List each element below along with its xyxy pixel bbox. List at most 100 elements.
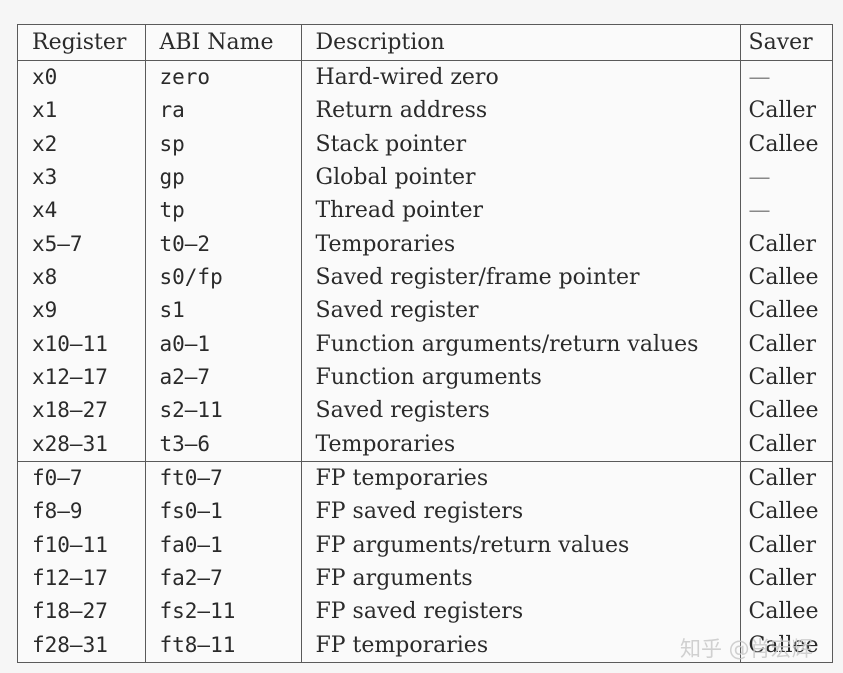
description-cell: Temporaries [300, 427, 740, 462]
abi-name-cell: zero [144, 60, 301, 95]
abi-name-cell: gp [144, 160, 301, 195]
saver-cell: — [739, 60, 832, 95]
description-cell: Hard-wired zero [300, 60, 740, 95]
saver-cell: — [739, 194, 832, 228]
table-row: x3 gp Global pointer — [18, 160, 832, 195]
table-row: f8–9 fs0–1 FP saved registers Callee [18, 495, 832, 529]
description-cell: Stack pointer [300, 127, 740, 161]
register-table-frame: Register ABI Name Description Saver x0 ze… [17, 24, 833, 663]
table-row: x28–31 t3–6 Temporaries Caller [18, 427, 832, 462]
register-cell: x0 [32, 65, 58, 90]
description-cell: FP arguments/return values [300, 528, 740, 562]
table-row: f10–11 fa0–1 FP arguments/return values Cal… [18, 528, 832, 562]
table-row: f18–27 fs2–11 FP saved registers Callee [18, 595, 832, 629]
table-row: x0 zero Hard-wired zero — [18, 60, 832, 95]
table-row: x4 tp Thread pointer — [18, 194, 832, 228]
description-cell: FP arguments [300, 561, 740, 596]
saver-cell: Caller [739, 227, 832, 261]
register-cell: x8 [32, 265, 58, 290]
abi-name-cell: s2–11 [144, 394, 301, 428]
saver-cell: Caller [739, 327, 832, 361]
description-cell: Saved register/frame pointer [300, 260, 740, 295]
saver-cell: Callee [739, 595, 832, 629]
table-body: x0 zero Hard-wired zero — x1 ra Return address… [18, 60, 832, 662]
description-cell: Thread pointer [300, 194, 740, 228]
saver-cell: Caller [739, 94, 832, 128]
abi-name-cell: fs2–11 [144, 595, 301, 629]
table-row: f0–7 ft0–7 FP temporaries Caller [18, 460, 832, 496]
register-cell: x2 [32, 131, 58, 156]
description-cell: FP saved registers [300, 495, 740, 529]
saver-cell: Caller [739, 360, 832, 395]
table-row: x9 s1 Saved register Callee [18, 294, 832, 328]
abi-name-cell: a2–7 [144, 360, 301, 395]
watermark: 知乎 @肖宏辉 [680, 637, 813, 661]
register-cell: x18–27 [32, 398, 108, 423]
table-row: x2 sp Stack pointer Callee [18, 127, 832, 161]
abi-name-cell: fa2–7 [144, 561, 301, 596]
register-cell: f12–17 [32, 566, 108, 591]
abi-name-cell: fa0–1 [144, 528, 301, 562]
table-row: x1 ra Return address Caller [18, 94, 832, 128]
saver-cell: Callee [739, 495, 832, 529]
abi-name-cell: t3–6 [144, 427, 301, 462]
table-row: x18–27 s2–11 Saved registers Callee [18, 394, 832, 428]
saver-cell: Caller [739, 427, 832, 462]
description-cell: Saved register [300, 294, 740, 328]
abi-name-cell: ft8–11 [144, 628, 301, 662]
description-cell: Temporaries [300, 227, 740, 261]
saver-cell: Caller [739, 528, 832, 562]
abi-name-cell: a0–1 [144, 327, 301, 361]
saver-cell: Callee [739, 127, 832, 161]
register-cell: x4 [32, 198, 58, 223]
abi-name-cell: sp [144, 127, 301, 161]
saver-cell: Callee [739, 394, 832, 428]
saver-cell: Callee [739, 260, 832, 295]
description-cell: FP temporaries [300, 460, 740, 496]
register-cell: x1 [32, 98, 58, 123]
register-cell: x28–31 [32, 431, 108, 456]
header-description: Description [300, 25, 740, 61]
abi-name-cell: ra [144, 94, 301, 128]
register-cell: x5–7 [32, 231, 83, 256]
saver-cell: Caller [739, 460, 832, 496]
table-row: x5–7 t0–2 Temporaries Caller [18, 227, 832, 261]
description-cell: Global pointer [300, 160, 740, 195]
abi-name-cell: s1 [144, 294, 301, 328]
description-cell: FP temporaries [300, 628, 740, 662]
register-cell: x10–11 [32, 331, 108, 356]
table-row: x8 s0/fp Saved register/frame pointer Calle… [18, 260, 832, 295]
saver-cell: Caller [739, 561, 832, 596]
header-abi-name: ABI Name [144, 25, 301, 61]
table-row: x10–11 a0–1 Function arguments/return valu… [18, 327, 832, 361]
register-cell: x9 [32, 298, 58, 323]
register-cell: f8–9 [32, 499, 83, 524]
abi-name-cell: t0–2 [144, 227, 301, 261]
table-row: x12–17 a2–7 Function arguments Caller [18, 360, 832, 395]
register-cell: f0–7 [18, 460, 145, 496]
register-table: Register ABI Name Description Saver x0 ze… [18, 25, 832, 662]
abi-name-cell: tp [144, 194, 301, 228]
table-row: f28–31 ft8–11 FP temporaries Callee [18, 628, 832, 662]
saver-cell: — [739, 160, 832, 195]
saver-cell: Callee [739, 628, 832, 662]
register-cell: x12–17 [32, 365, 108, 390]
description-cell: Function arguments/return values [300, 327, 740, 361]
header-row: Register ABI Name Description Saver [18, 25, 832, 61]
description-cell: FP saved registers [300, 595, 740, 629]
abi-name-cell: fs0–1 [144, 495, 301, 529]
register-cell: x3 [32, 165, 58, 190]
header-register: Register [18, 25, 145, 61]
abi-name-cell: ft0–7 [144, 460, 301, 496]
register-cell: f10–11 [32, 532, 108, 557]
description-cell: Saved registers [300, 394, 740, 428]
register-cell: f28–31 [32, 632, 108, 657]
abi-name-cell: s0/fp [144, 260, 301, 295]
table-row: f12–17 fa2–7 FP arguments Caller [18, 561, 832, 596]
description-cell: Return address [300, 94, 740, 128]
register-cell: f18–27 [32, 599, 108, 624]
description-cell: Function arguments [300, 360, 740, 395]
header-saver: Saver [739, 25, 832, 61]
saver-cell: Callee [739, 294, 832, 328]
